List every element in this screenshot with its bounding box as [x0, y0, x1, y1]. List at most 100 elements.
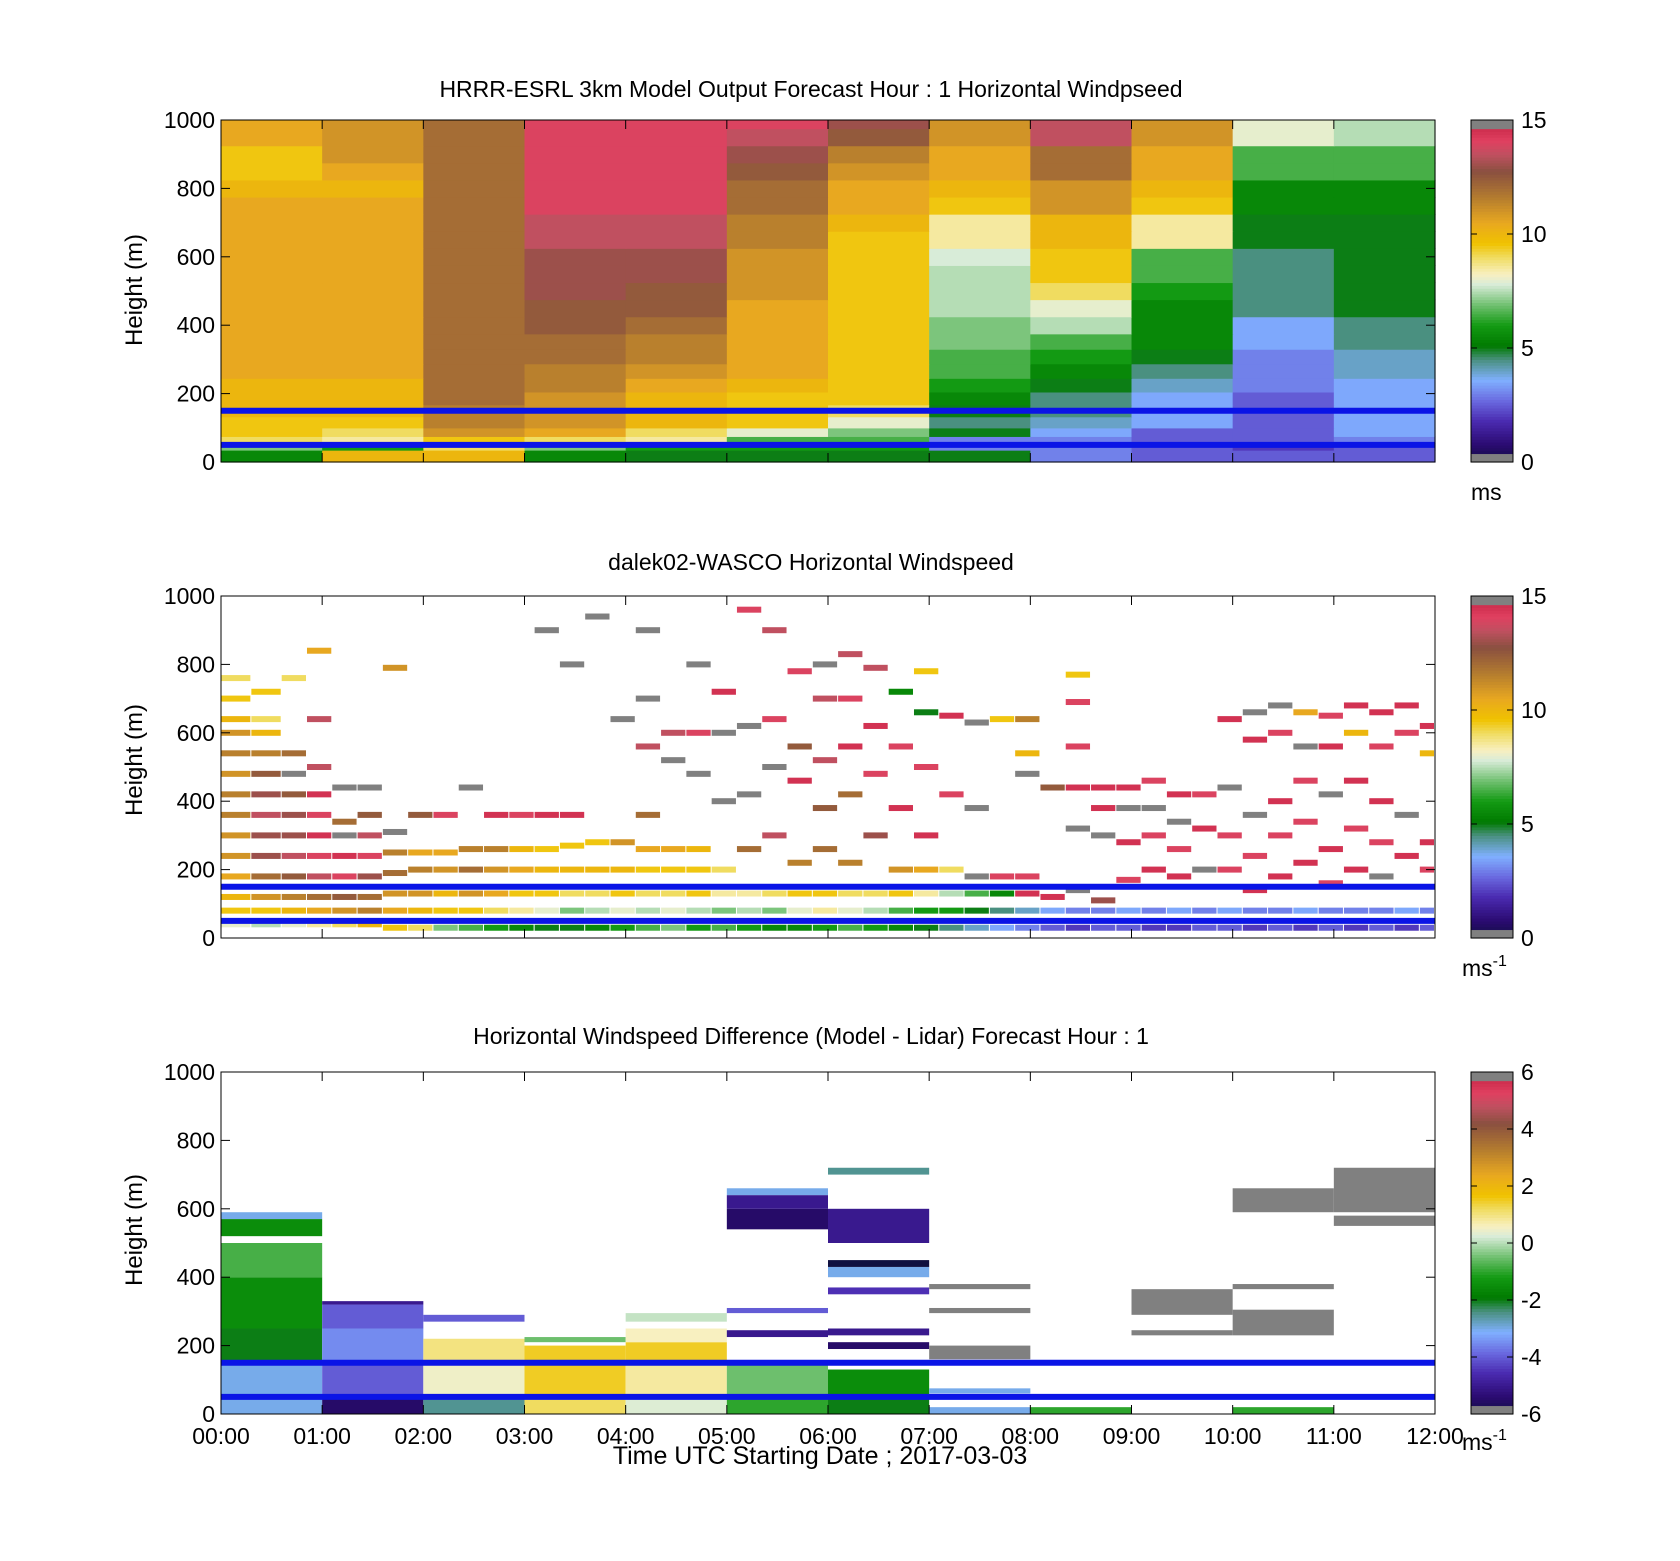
lidar-cell — [863, 924, 888, 931]
heatmap-cell — [322, 145, 424, 164]
lidar-cell — [559, 907, 585, 914]
colorbar-swatch — [1471, 1234, 1513, 1238]
colorbar-swatch — [1471, 353, 1513, 358]
lidar-cell — [1166, 818, 1192, 825]
lidar-cell — [221, 907, 251, 914]
lidar-cell — [458, 924, 484, 931]
lidar-cell — [1217, 924, 1242, 931]
colorbar-swatch — [1471, 271, 1513, 275]
colorbar-swatch — [1471, 328, 1513, 332]
colorbar-swatch — [1471, 670, 1513, 674]
lidar-cell — [559, 924, 585, 931]
colorbar-swatch — [1471, 698, 1513, 703]
lidar-cell — [281, 893, 306, 900]
colorbar-swatch — [1471, 1308, 1513, 1312]
colorbar-swatch — [1471, 635, 1513, 640]
colorbar-swatch — [1471, 151, 1513, 155]
colorbar-swatch — [1471, 222, 1513, 227]
lidar-cell — [989, 890, 1015, 897]
colorbar-swatch — [1471, 1317, 1513, 1321]
lidar-cell — [661, 907, 686, 914]
heatmap-cell — [828, 416, 930, 429]
heatmap-cell — [423, 349, 526, 365]
lidar-cell — [1141, 907, 1166, 914]
colorbar-swatch — [1471, 1391, 1513, 1395]
colorbar-swatch — [1471, 1148, 1513, 1153]
heatmap-cell — [221, 316, 323, 335]
colorbar-swatch — [1471, 447, 1513, 452]
heatmap-cell — [625, 299, 728, 318]
lidar-cell — [635, 846, 661, 853]
colorbar-swatch — [1471, 407, 1513, 412]
heatmap-cell — [1232, 145, 1335, 164]
colorbar-swatch — [1471, 621, 1513, 626]
colorbar-swatch — [1471, 1354, 1513, 1358]
colorbar-swatch — [1471, 661, 1513, 665]
lidar-cell — [509, 924, 534, 931]
difference-cell — [726, 1362, 828, 1397]
lidar-cell — [408, 811, 433, 818]
lidar-cell — [1141, 924, 1166, 931]
lidar-cell — [610, 866, 635, 873]
colorbar-swatch — [1471, 915, 1513, 919]
lidar-cell — [686, 770, 711, 777]
lidar-cell — [1242, 709, 1268, 716]
heatmap-cell — [1333, 282, 1436, 301]
colorbar-swatch — [1471, 821, 1513, 825]
colorbar-swatch — [1471, 145, 1513, 150]
difference-cell — [221, 1212, 323, 1220]
lidar-cell — [357, 832, 382, 839]
colorbar-tick-label: 5 — [1521, 811, 1534, 837]
colorbar-swatch — [1471, 789, 1513, 794]
colorbar-swatch — [1471, 1197, 1513, 1201]
lidar-cell — [1217, 716, 1242, 723]
colorbar-swatch — [1471, 211, 1513, 215]
lidar-cell — [686, 866, 711, 873]
colorbar-swatch — [1471, 1171, 1513, 1176]
colorbar-swatch — [1471, 778, 1513, 782]
difference-cell — [726, 1195, 828, 1209]
colorbar-swatch — [1471, 188, 1513, 192]
colorbar-swatch — [1471, 436, 1513, 440]
heatmap-cell — [1232, 179, 1335, 198]
colorbar-swatch — [1471, 607, 1513, 611]
colorbar-swatch — [1471, 333, 1513, 338]
colorbar-swatch — [1471, 1106, 1513, 1110]
colorbar-swatch — [1471, 747, 1513, 751]
colorbar-swatch — [1471, 1322, 1513, 1327]
colorbar-swatch — [1471, 690, 1513, 694]
lidar-cell — [433, 866, 458, 873]
lidar-cell — [382, 924, 408, 931]
lidar-cell — [1065, 699, 1091, 706]
colorbar-swatch — [1471, 775, 1513, 779]
difference-cell — [322, 1362, 424, 1397]
lidar-cell — [1217, 866, 1242, 873]
lidar-cell — [1369, 839, 1394, 846]
lidar-cell — [251, 907, 281, 914]
colorbar-swatch — [1471, 898, 1513, 902]
heatmap-cell — [625, 128, 728, 147]
colorbar-swatch — [1471, 1080, 1513, 1084]
colorbar-swatch — [1471, 812, 1513, 817]
heatmap-cell — [221, 349, 323, 365]
colorbar-tick-label: 10 — [1521, 697, 1547, 723]
colorbar-swatch — [1471, 442, 1513, 446]
lidar-cell — [306, 647, 332, 654]
colorbar-swatch — [1471, 761, 1513, 765]
heatmap-cell — [828, 349, 930, 365]
y-axis-label: Height (m) — [121, 234, 148, 346]
colorbar-swatch — [1471, 231, 1513, 235]
heatmap-cell — [524, 299, 627, 318]
colorbar-swatch — [1471, 863, 1513, 868]
difference-cell — [726, 1396, 828, 1414]
difference-cell — [625, 1362, 727, 1397]
lidar-cell — [332, 832, 357, 839]
colorbar-swatch — [1471, 926, 1513, 931]
heatmap-cell — [1333, 120, 1436, 130]
heatmap-cell — [625, 333, 728, 350]
y-tick-label: 200 — [177, 857, 215, 883]
x-tick-label: 06:00 — [799, 1423, 857, 1449]
colorbar-swatch — [1471, 815, 1513, 819]
heatmap-cell — [1131, 349, 1234, 365]
colorbar-swatch — [1471, 684, 1513, 688]
